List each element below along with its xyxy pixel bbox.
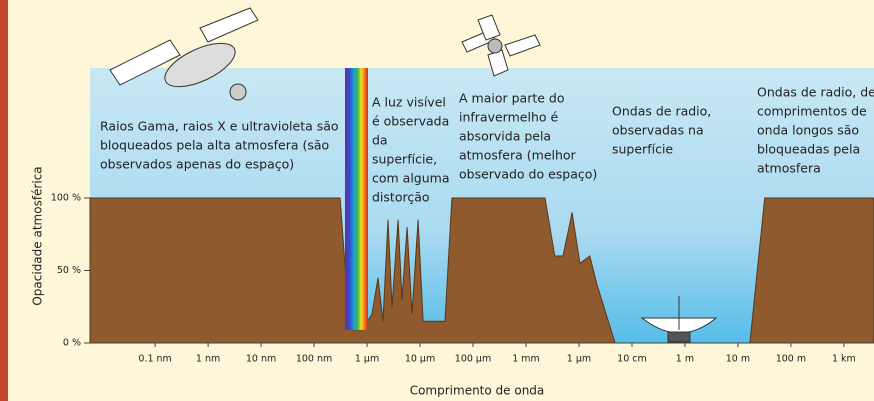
annotation: é observada (372, 114, 449, 129)
annotation: Raios Gama, raios X e ultravioleta são (100, 119, 339, 134)
annotation: bloqueados pela alta atmosfera (são (100, 138, 329, 153)
radio-dish-icon (640, 296, 718, 343)
annotation: Ondas de radio, (612, 104, 711, 119)
annotation: A maior parte do (459, 91, 564, 106)
annotation: Ondas de radio, de (757, 85, 874, 100)
y-tick-label: 100 % (51, 193, 81, 204)
y-axis-label: Opacidade atmosférica (31, 166, 45, 305)
x-tick-label: 1 nm (196, 354, 220, 365)
annotation: superfície, (372, 152, 437, 167)
x-tick-label: 1 km (832, 354, 856, 365)
annotation: distorção (372, 190, 430, 205)
x-tick-label: 10 nm (246, 354, 276, 365)
annotation: onda longos são (757, 123, 859, 138)
annotation: da (372, 133, 388, 148)
annotation: bloqueadas pela (757, 142, 860, 157)
x-tick-label: 1 µm (567, 354, 591, 365)
annotation: observados apenas do espaço) (100, 157, 294, 172)
x-tick-label: 1 m (676, 354, 694, 365)
y-tick-label: 0 % (63, 338, 81, 349)
annotation: superfície (612, 142, 673, 157)
annotation: infravermelho é (459, 110, 558, 125)
x-tick-label: 10 m (726, 354, 750, 365)
x-tick-label: 10 cm (617, 354, 647, 365)
x-tick-label: 100 m (776, 354, 806, 365)
annotation: observado do espaço) (459, 167, 597, 182)
annotation: atmosfera (757, 161, 821, 176)
x-tick-label: 1 mm (512, 354, 540, 365)
x-tick-label: 0.1 nm (138, 354, 171, 365)
edge-strip (0, 0, 8, 401)
x-tick-label: 100 nm (296, 354, 332, 365)
y-tick-label: 50 % (57, 265, 81, 276)
x-tick-label: 1 µm (355, 354, 379, 365)
satellite-icon-2 (461, 14, 541, 77)
visible-spectrum (345, 68, 368, 330)
x-tick-label: 10 µm (405, 354, 435, 365)
annotation: com alguma (372, 171, 450, 186)
annotation: A luz visível (372, 95, 446, 110)
x-tick-label: 100 µm (455, 354, 491, 365)
annotation: absorvida pela (459, 129, 551, 144)
annotation: comprimentos de (757, 104, 867, 119)
x-axis-label: Comprimento de onda (410, 384, 545, 398)
annotation: observadas na (612, 123, 704, 138)
satellite-icon (109, 7, 259, 101)
annotation: atmosfera (melhor (459, 148, 577, 163)
